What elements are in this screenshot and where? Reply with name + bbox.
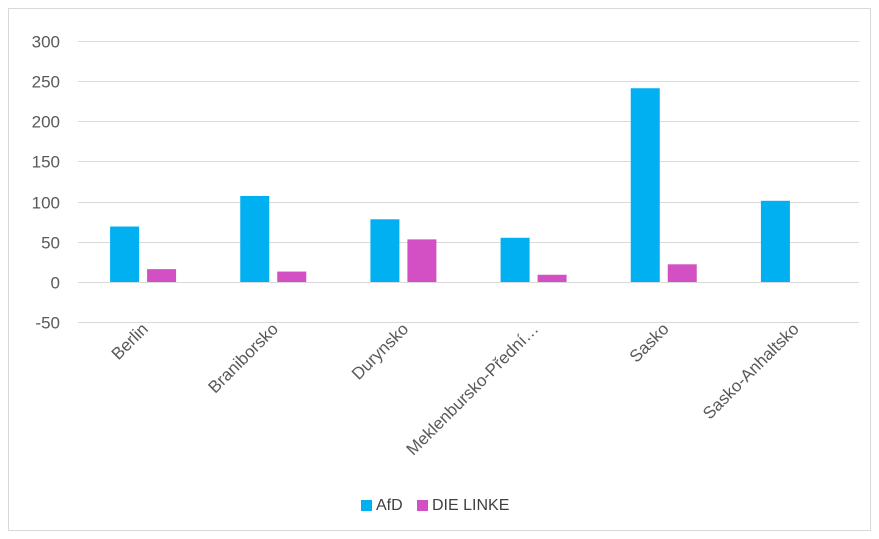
legend-swatch-1 bbox=[417, 500, 428, 511]
x-tick-label: Sasko-Anhaltsko bbox=[699, 319, 803, 423]
y-tick-label: -50 bbox=[35, 314, 60, 333]
y-tick-label: 250 bbox=[32, 73, 60, 92]
x-axis-ticks: Berlin Braniborsko DurynskoMeklenbursko-Př… bbox=[108, 319, 803, 459]
y-tick-label: 200 bbox=[32, 113, 60, 132]
y-tick-label: 0 bbox=[51, 274, 60, 293]
x-tick-label: Meklenbursko-Přední… bbox=[403, 319, 543, 459]
bars bbox=[110, 88, 790, 283]
legend: AfD DIE LINKE bbox=[361, 497, 509, 514]
x-tick-label: Braniborsko bbox=[204, 319, 282, 397]
x-tick-label: Durynsko bbox=[348, 319, 412, 383]
y-axis-ticks: 300 250 200 150 100 50 0 -50 bbox=[32, 33, 60, 333]
bar-afd-5 bbox=[760, 200, 790, 282]
bar-die-linke-2 bbox=[407, 239, 437, 282]
y-tick-label: 150 bbox=[32, 153, 60, 172]
bar-afd-0 bbox=[110, 226, 140, 282]
y-tick-label: 50 bbox=[41, 234, 60, 253]
bar-afd-4 bbox=[630, 88, 660, 283]
x-tick-label: Sasko bbox=[626, 319, 673, 366]
bar-die-linke-1 bbox=[277, 271, 307, 282]
bar-afd-2 bbox=[370, 219, 400, 282]
legend-label-1: DIE LINKE bbox=[432, 497, 509, 514]
y-tick-label: 300 bbox=[32, 33, 60, 52]
legend-swatch-0 bbox=[361, 500, 372, 511]
legend-label-0: AfD bbox=[376, 497, 403, 514]
bar-afd-1 bbox=[240, 195, 270, 282]
bar-die-linke-4 bbox=[667, 264, 697, 282]
x-tick-label: Berlin bbox=[108, 319, 152, 363]
bar-afd-3 bbox=[500, 237, 530, 282]
gridlines bbox=[78, 41, 859, 323]
bar-die-linke-3 bbox=[537, 274, 567, 282]
bar-die-linke-0 bbox=[147, 269, 177, 282]
y-tick-label: 100 bbox=[32, 194, 60, 213]
